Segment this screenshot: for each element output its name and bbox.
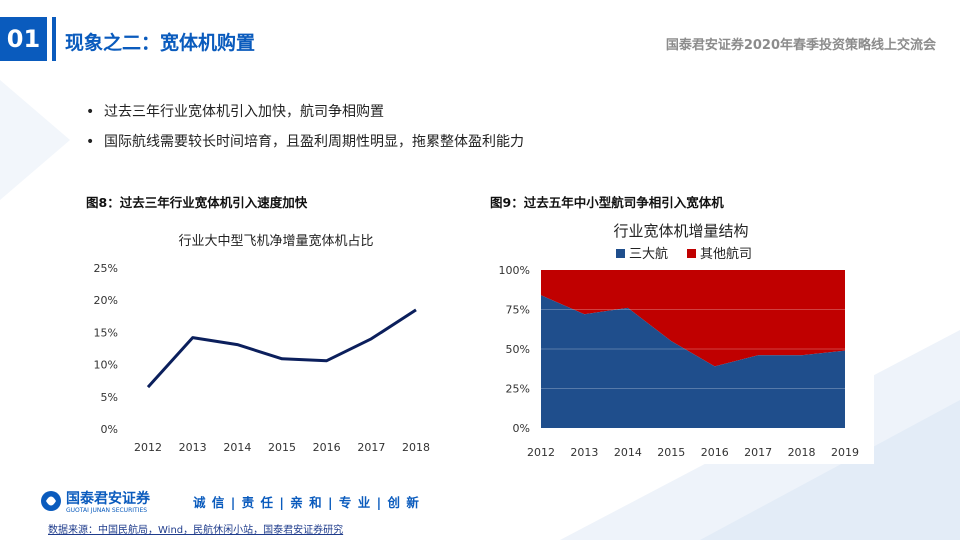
legend-swatch: [616, 249, 625, 258]
figure8-caption: 图8：过去三年行业宽体机引入速度加快: [86, 195, 308, 210]
y-tick-label: 0%: [101, 423, 118, 436]
x-tick-label: 2018: [402, 441, 430, 454]
y-tick-label: 5%: [101, 391, 118, 404]
x-tick-label: 2013: [570, 446, 598, 459]
series-line: [146, 308, 417, 389]
y-tick-label: 15%: [94, 326, 118, 339]
figure9-caption: 图9：过去五年中小型航司争相引入宽体机: [490, 195, 724, 210]
area-chart: 行业宽体机增量结构 三大航 其他航司 0% 25% 50% 75% 100% 2012 20…: [488, 214, 874, 464]
x-tick-label: 2012: [134, 441, 162, 454]
y-tick-label: 10%: [94, 359, 118, 372]
y-tick-label: 0%: [513, 422, 530, 435]
legend-label: 三大航: [629, 246, 668, 262]
x-tick-label: 2013: [179, 441, 207, 454]
y-tick-label: 25%: [94, 262, 118, 275]
x-tick-label: 2015: [657, 446, 685, 459]
y-tick-label: 100%: [499, 264, 530, 277]
y-tick-label: 25%: [506, 383, 530, 396]
x-tick-label: 2014: [223, 441, 251, 454]
section-number: 01: [0, 17, 47, 61]
bullet-item: 国际航线需要较长时间培育，且盈利周期性明显，拖累整体盈利能力: [86, 127, 524, 157]
x-tick-label: 2019: [831, 446, 859, 459]
area-series-other-airlines: [541, 270, 845, 367]
chart-title: 行业宽体机增量结构: [613, 222, 748, 240]
x-tick-label: 2015: [268, 441, 296, 454]
chart-title: 行业大中型飞机净增量宽体机占比: [178, 233, 373, 249]
legend-swatch: [687, 249, 696, 258]
line-chart: 行业大中型飞机净增量宽体机占比 0% 5% 10% 15% 20% 25% 2012 201…: [94, 233, 430, 454]
event-title: 国泰君安证券2020年春季投资策略线上交流会: [665, 38, 936, 53]
bullet-item: 过去三年行业宽体机引入加快，航司争相购置: [86, 97, 524, 127]
y-tick-label: 75%: [506, 304, 530, 317]
y-tick-label: 50%: [506, 343, 530, 356]
data-source-link[interactable]: 数据来源：中国民航局，Wind，民航休闲小站，国泰君安证券研究: [48, 525, 344, 536]
page-title: 现象之二：宽体机购置: [65, 32, 256, 54]
legend-label: 其他航司: [700, 246, 752, 262]
x-tick-label: 2017: [357, 441, 385, 454]
company-slogan: 诚 信 | 责 任 | 亲 和 | 专 业 | 创 新: [193, 495, 420, 510]
title-accent-bar: [52, 17, 56, 61]
bullet-list: 过去三年行业宽体机引入加快，航司争相购置 国际航线需要较长时间培育，且盈利周期性…: [86, 97, 524, 157]
company-logo: 国泰君安证券 GUOTAI JUNAN SECURITIES: [41, 490, 151, 514]
svg-text:国泰君安证券: 国泰君安证券: [66, 490, 151, 507]
area-series-big-three: [541, 295, 845, 428]
x-tick-label: 2012: [527, 446, 555, 459]
x-tick-label: 2017: [744, 446, 772, 459]
x-tick-label: 2016: [701, 446, 729, 459]
x-tick-label: 2014: [614, 446, 642, 459]
svg-text:GUOTAI JUNAN SECURITIES: GUOTAI JUNAN SECURITIES: [66, 507, 147, 514]
x-tick-label: 2018: [788, 446, 816, 459]
x-tick-label: 2016: [313, 441, 341, 454]
y-tick-label: 20%: [94, 294, 118, 307]
